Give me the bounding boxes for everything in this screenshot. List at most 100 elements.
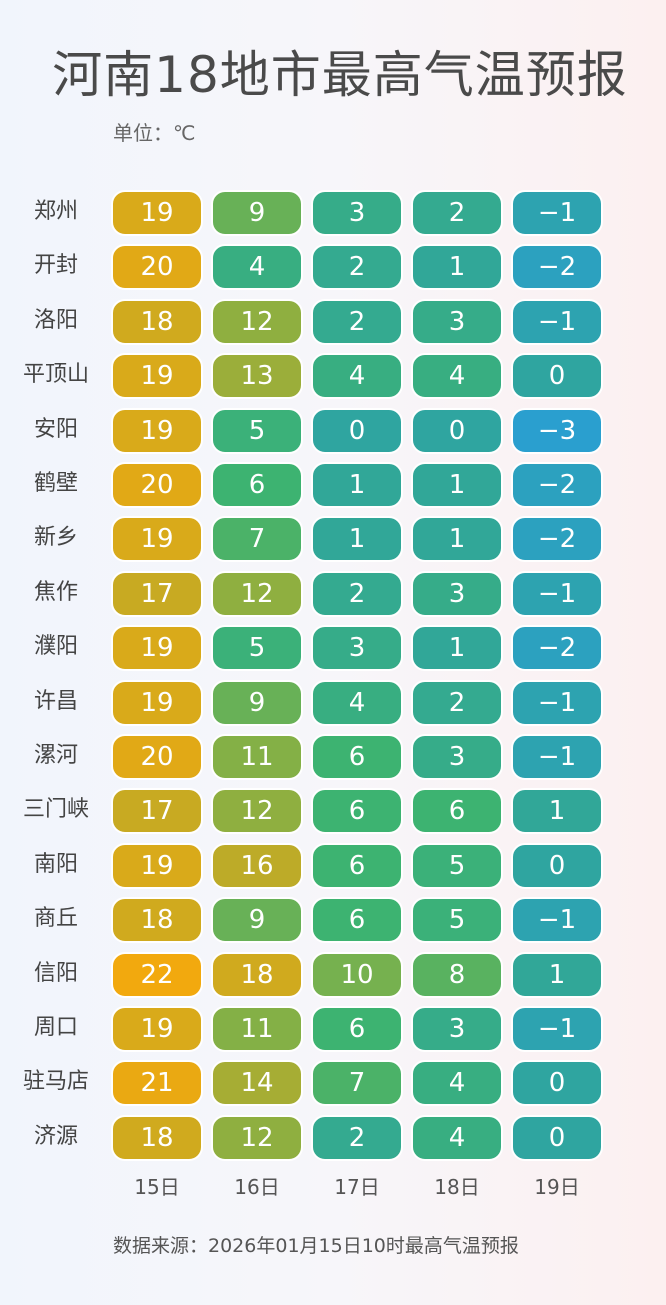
- heatmap-cell: 3: [311, 625, 403, 672]
- source-note: 数据来源：2026年01月15日10时最高气温预报: [113, 1235, 519, 1257]
- heatmap-cell: −1: [511, 734, 603, 780]
- heatmap-cell: 18: [111, 897, 203, 944]
- heatmap-cell: 3: [311, 190, 403, 236]
- heatmap-cell: 1: [411, 625, 503, 672]
- heatmap-cell: −2: [511, 516, 603, 563]
- column-label: 18日: [434, 1175, 480, 1199]
- row-label: 安阳: [33, 416, 78, 442]
- column-label: 15日: [134, 1175, 180, 1199]
- heatmap-cell: 6: [411, 788, 503, 835]
- heatmap-cell: 2: [411, 679, 503, 726]
- heatmap-cell: 6: [311, 842, 403, 889]
- heatmap-cell: 4: [411, 1060, 503, 1107]
- heatmap-cell: 9: [211, 897, 303, 944]
- heatmap-cell: 20: [111, 244, 203, 291]
- heatmap-cell: 1: [311, 462, 403, 508]
- row-label: 信阳: [33, 960, 78, 986]
- heatmap-cell: 13: [211, 353, 303, 400]
- heatmap-cell: 2: [311, 1114, 403, 1161]
- heatmap-cell: 3: [411, 734, 503, 780]
- heatmap-cell: 12: [211, 298, 303, 345]
- heatmap-cell: 21: [111, 1060, 203, 1107]
- heatmap-cell: 3: [411, 1006, 503, 1052]
- heatmap-cell: 6: [311, 788, 403, 835]
- heatmap-cell: 18: [111, 298, 203, 345]
- heatmap-cell: 0: [511, 842, 603, 889]
- heatmap-cell: 19: [111, 842, 203, 889]
- heatmap-cell: 4: [411, 353, 503, 400]
- heatmap-cell: 2: [311, 244, 403, 291]
- chart-title: 河南18地市最高气温预报: [52, 46, 628, 104]
- heatmap-cell: 6: [311, 897, 403, 944]
- heatmap-cell: 16: [211, 842, 303, 889]
- row-label: 三门峡: [22, 797, 89, 823]
- heatmap-cell: 11: [211, 734, 303, 780]
- heatmap-cell: −1: [511, 190, 603, 236]
- heatmap-cell: 2: [311, 298, 403, 345]
- row-label: 平顶山: [22, 362, 89, 388]
- heatmap-cell: −1: [511, 679, 603, 726]
- row-label: 许昌: [33, 688, 78, 714]
- heatmap-cell: −2: [511, 462, 603, 508]
- heatmap-cell: −1: [511, 897, 603, 944]
- unit-label: 单位：℃: [113, 121, 196, 145]
- heatmap-cell: 5: [411, 897, 503, 944]
- heatmap-cell: 4: [311, 353, 403, 400]
- column-label: 19日: [534, 1175, 580, 1199]
- heatmap-cell: 9: [211, 190, 303, 236]
- row-label: 济源: [33, 1123, 78, 1149]
- heatmap-cell: 18: [111, 1114, 203, 1161]
- heatmap-cell: 22: [111, 951, 203, 998]
- heatmap-cell: −1: [511, 298, 603, 345]
- heatmap-cell: 6: [211, 462, 303, 508]
- row-label: 新乡: [33, 525, 78, 551]
- column-label: 17日: [334, 1175, 380, 1199]
- heatmap-cell: 17: [111, 788, 203, 835]
- heatmap-cell: 1: [511, 951, 603, 998]
- heatmap-cell: 7: [311, 1060, 403, 1107]
- heatmap-cell: 0: [411, 407, 503, 454]
- heatmap-cell: 19: [111, 1006, 203, 1052]
- heatmap-cell: 7: [211, 516, 303, 563]
- heatmap-cell: 14: [211, 1060, 303, 1107]
- heatmap-cell: −1: [511, 1006, 603, 1052]
- row-label: 濮阳: [33, 634, 78, 660]
- row-label: 驻马店: [22, 1069, 89, 1095]
- heatmap-cell: 17: [111, 570, 203, 617]
- heatmap-cell: 0: [511, 1114, 603, 1161]
- heatmap-cell: 12: [211, 788, 303, 835]
- heatmap-cell: 20: [111, 734, 203, 780]
- heatmap-cell: 1: [411, 516, 503, 563]
- heatmap-cell: 3: [411, 570, 503, 617]
- heatmap-cell: 19: [111, 516, 203, 563]
- heatmap-cell: 11: [211, 1006, 303, 1052]
- row-label: 洛阳: [33, 307, 78, 333]
- heatmap-cell: 9: [211, 679, 303, 726]
- heatmap-cell: 4: [211, 244, 303, 291]
- heatmap-cell: 2: [411, 190, 503, 236]
- heatmap-cell: 12: [211, 570, 303, 617]
- row-label: 漯河: [33, 743, 78, 768]
- heatmap-cell: 10: [311, 951, 403, 998]
- row-label: 周口: [33, 1015, 78, 1040]
- heatmap-cell: 6: [311, 1006, 403, 1052]
- heatmap-cell: 2: [311, 570, 403, 617]
- heatmap-cell: 0: [311, 407, 403, 454]
- heatmap-cell: 0: [511, 1060, 603, 1107]
- heatmap-cell: 8: [411, 951, 503, 998]
- column-label: 16日: [234, 1175, 280, 1199]
- heatmap-cell: 4: [411, 1114, 503, 1161]
- row-label: 焦作: [33, 579, 78, 605]
- heatmap-cell: 19: [111, 407, 203, 454]
- heatmap-cell: 6: [311, 734, 403, 780]
- heatmap-cell: 0: [511, 353, 603, 400]
- heatmap-cell: 5: [211, 625, 303, 672]
- heatmap-cell: −1: [511, 570, 603, 617]
- heatmap-cell: 12: [211, 1114, 303, 1161]
- row-label: 郑州: [33, 199, 78, 224]
- row-label: 鹤壁: [33, 471, 78, 496]
- heatmap-cell: 19: [111, 679, 203, 726]
- heatmap-cell: 20: [111, 462, 203, 508]
- row-label: 南阳: [33, 851, 78, 877]
